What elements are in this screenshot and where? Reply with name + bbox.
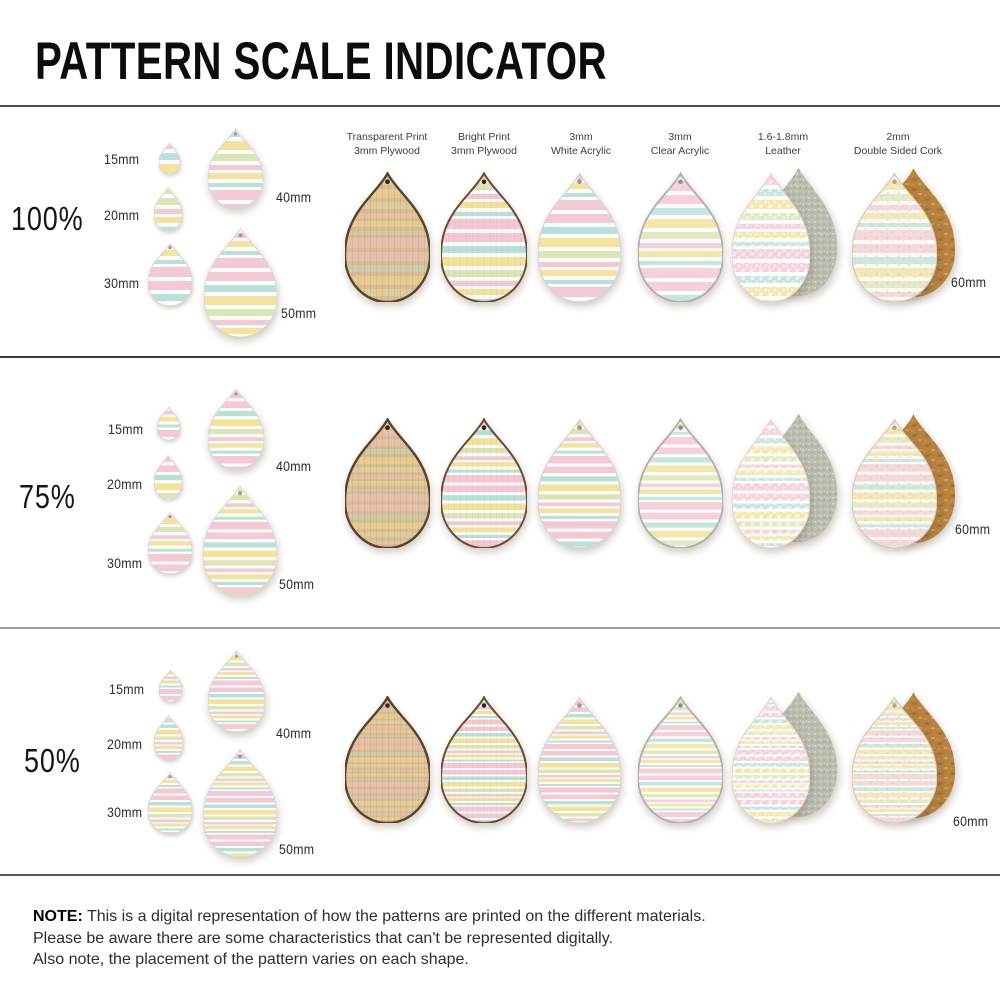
teardrop-sample-small-1-row3 (154, 715, 183, 760)
header-line: Leather (765, 145, 801, 157)
teardrop-clear_acrylic-row1 (638, 172, 723, 302)
size-label-40mm-row3: 40mm (276, 725, 312, 741)
teardrop-transparent_plywood-row3 (345, 696, 430, 823)
teardrop-white_acrylic-row1 (538, 172, 621, 302)
header-line: Bright Print (458, 131, 510, 143)
header-line: Transparent Print (346, 131, 428, 143)
size-label-15mm-row2: 15mm (108, 421, 144, 437)
teardrop-sample-medium-0-row1 (208, 128, 263, 208)
size-label-30mm-row2: 30mm (107, 555, 143, 571)
teardrop-sample-small-0-row2 (157, 407, 180, 440)
size-label-50mm-row2: 50mm (279, 576, 315, 592)
teardrop-bright_plywood-row2 (441, 418, 527, 548)
column-header-cork: 2mm Double Sided Cork (823, 130, 973, 158)
teardrop-leather-row3 (732, 696, 810, 823)
size-label-15mm-row1: 15mm (104, 151, 140, 167)
divider-above-note (0, 874, 1000, 876)
size-label-20mm-row3: 20mm (107, 736, 143, 752)
header-line: 1.6-1.8mm (757, 131, 809, 143)
size-label-40mm-row2: 40mm (276, 458, 312, 474)
scale-label-75: 75% (19, 478, 76, 515)
teardrop-sample-medium-0-row2 (208, 388, 264, 469)
teardrop-white_acrylic-row2 (538, 418, 621, 548)
scale-label-100: 100% (11, 200, 84, 237)
teardrop-sample-medium-1-row2 (203, 485, 277, 595)
column-header-white-acrylic: 3mm White Acrylic (506, 130, 656, 158)
teardrop-bright_plywood-row3 (441, 696, 527, 823)
column-header-transparent-plywood: Transparent Print 3mm Plywood (312, 130, 462, 158)
size-label-60mm-row3: 60mm (953, 813, 989, 829)
teardrop-sample-small-0-row3 (159, 670, 182, 702)
teardrop-transparent_plywood-row2 (345, 418, 430, 548)
header-line: 3mm (569, 131, 593, 143)
teardrop-bright_plywood-row1 (441, 172, 527, 302)
teardrop-cork-row3 (852, 696, 937, 823)
column-header-bright-plywood: Bright Print 3mm Plywood (409, 130, 559, 158)
divider-row-75-50 (0, 627, 1000, 629)
size-label-30mm-row3: 30mm (107, 804, 143, 820)
size-label-60mm-row2: 60mm (955, 521, 991, 537)
size-label-30mm-row1: 30mm (104, 275, 140, 291)
header-line: 2mm (886, 131, 910, 143)
teardrop-leather-row2 (732, 418, 810, 548)
note-line-1: NOTE: This is a digital representation o… (33, 906, 706, 928)
divider-under-title (0, 105, 1000, 107)
header-line: Double Sided Cork (853, 145, 943, 157)
note: NOTE: This is a digital representation o… (33, 906, 706, 971)
size-label-15mm-row3: 15mm (109, 681, 145, 697)
size-label-20mm-row2: 20mm (107, 476, 143, 492)
note-line-2: Please be aware there are some character… (33, 929, 613, 947)
header-line: White Acrylic (550, 145, 612, 157)
teardrop-sample-small-1-row1 (154, 187, 182, 231)
note-line-3: Also note, the placement of the pattern … (33, 951, 469, 968)
teardrop-white_acrylic-row3 (538, 696, 621, 823)
divider-row-100-75 (0, 356, 1000, 358)
note-text: This is a digital representation of how … (86, 908, 706, 925)
teardrop-transparent_plywood-row1 (345, 172, 430, 302)
teardrop-clear_acrylic-row3 (638, 696, 723, 823)
teardrop-cork-row1 (852, 172, 937, 302)
teardrop-sample-medium-1-row3 (203, 748, 277, 857)
header-line: 3mm (668, 131, 692, 143)
header-line: 3mm Plywood (451, 145, 517, 157)
column-header-leather: 1.6-1.8mm Leather (708, 130, 858, 158)
scale-label-50: 50% (24, 742, 81, 779)
size-label-40mm-row1: 40mm (276, 189, 312, 205)
header-line: 3mm Plywood (354, 145, 420, 157)
size-label-60mm-row1: 60mm (951, 274, 987, 290)
size-label-50mm-row1: 50mm (281, 305, 317, 321)
teardrop-sample-small-2-row1 (148, 243, 192, 306)
size-label-50mm-row3: 50mm (279, 841, 315, 857)
teardrop-sample-medium-1-row1 (204, 227, 277, 337)
teardrop-sample-small-2-row3 (148, 772, 192, 834)
teardrop-sample-small-0-row1 (159, 143, 180, 174)
teardrop-sample-small-1-row2 (154, 455, 182, 499)
header-line: Clear Acrylic (650, 145, 710, 157)
teardrop-cork-row2 (852, 418, 937, 548)
teardrop-sample-medium-0-row3 (208, 650, 265, 732)
teardrop-clear_acrylic-row2 (638, 418, 723, 548)
size-label-20mm-row1: 20mm (104, 207, 140, 223)
teardrop-leather-row1 (732, 172, 810, 302)
column-header-clear-acrylic: 3mm Clear Acrylic (605, 130, 755, 158)
note-label: NOTE: (33, 908, 83, 925)
teardrop-sample-small-2-row2 (148, 512, 192, 574)
page-title: PATTERN SCALE INDICATOR (35, 32, 607, 91)
